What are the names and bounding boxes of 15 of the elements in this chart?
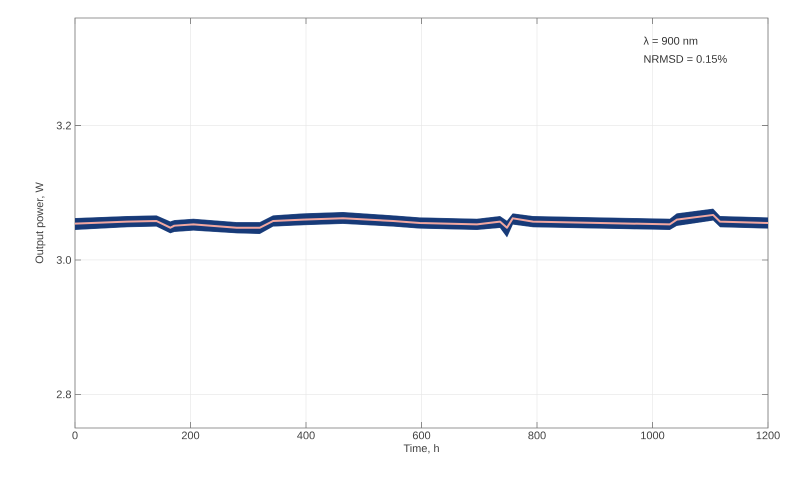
y-axis-title: Output power, W: [35, 182, 46, 264]
line-series: [75, 214, 768, 229]
y-tick-label: 2.8: [56, 390, 71, 398]
annotation: λ = 900 nm: [644, 36, 698, 45]
y-tick-label: 3.2: [56, 122, 71, 130]
x-tick-label: 600: [412, 432, 430, 440]
x-tick-label: 400: [297, 432, 315, 440]
x-tick-label: 0: [72, 432, 78, 440]
x-tick-label: 200: [182, 432, 200, 440]
x-tick-label: 1000: [641, 432, 664, 440]
annotation: NRMSD = 0.15%: [644, 55, 727, 63]
x-tick-label: 800: [528, 432, 546, 440]
y-tick-label: 3.0: [56, 256, 72, 264]
x-axis-title: Time, h: [404, 444, 439, 454]
x-tick-label: 1200: [756, 432, 780, 440]
